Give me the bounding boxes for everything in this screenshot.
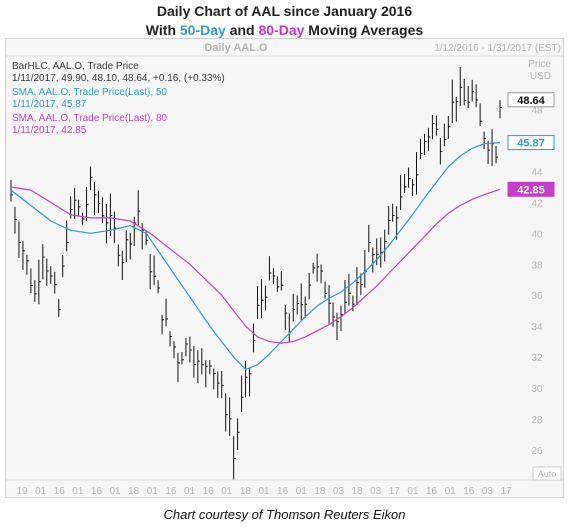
legend-entry-2-title: SMA, AAL.O, Trade Price(Last), 50 — [12, 87, 168, 98]
x-tick-label: 16 — [54, 486, 66, 497]
x-tick-label: 01 — [445, 486, 457, 497]
title-prefix: With — [145, 22, 180, 38]
x-tick-label: 01 — [35, 486, 47, 497]
x-tick-label: 01 — [72, 486, 84, 497]
x-tick-label: 03 — [482, 486, 494, 497]
legend-entry-3-value: 1/11/2017, 42.85 — [12, 125, 87, 136]
y-tick-label: 40 — [531, 229, 543, 240]
x-tick-label: 01 — [110, 486, 122, 497]
auto-scale-box — [532, 466, 562, 481]
price-tag-sma50-box — [507, 135, 555, 151]
y-tick-label: 38 — [531, 260, 543, 271]
x-tick-label: 16 — [463, 486, 475, 497]
x-tick-label: 18 — [314, 486, 326, 497]
legend-entry-1-value: 1/11/2017, 49.90, 48.10, 48.64, +0.16, (… — [12, 73, 225, 84]
title-50-day: 50-Day — [179, 22, 226, 38]
price-tag-sma50: 45.87 — [517, 138, 545, 150]
price-tag-last: 48.64 — [517, 95, 545, 107]
x-tick-label: 16 — [277, 486, 289, 497]
title-line-2: With 50-Day and 80-Day Moving Averages — [0, 21, 569, 40]
x-tick-label: 18 — [240, 486, 252, 497]
x-tick-label: 01 — [258, 486, 270, 497]
x-tick-label: 19 — [16, 486, 28, 497]
y-tick-label: 48 — [531, 106, 543, 117]
x-tick-label: 17 — [500, 486, 512, 497]
title-80-day: 80-Day — [258, 22, 305, 38]
chart-header-right: 1/12/2016 - 1/31/2017 (EST) — [434, 43, 561, 54]
chart-panel: Daily AAL.O 1/12/2016 - 1/31/2017 (EST) Pr… — [5, 38, 564, 498]
price-tag-last-box — [507, 92, 555, 108]
y-tick-label: 34 — [531, 322, 543, 333]
title-line-1: Daily Chart of AAL since January 2016 — [156, 3, 413, 19]
y-tick-label: 36 — [531, 291, 543, 302]
x-tick-label: 01 — [221, 486, 233, 497]
chart-header-left: Daily AAL.O — [204, 42, 268, 54]
x-tick-label: 16 — [165, 486, 177, 497]
axis-unit-line-1: Price — [528, 59, 551, 70]
x-tick-label: 18 — [128, 486, 140, 497]
y-tick-label: 42 — [531, 198, 543, 209]
x-tick-label: 03 — [333, 486, 345, 497]
title-suffix: Moving Averages — [304, 22, 424, 38]
chart-title: Daily Chart of AAL since January 2016 Wi… — [0, 2, 569, 40]
x-tick-label: 16 — [91, 486, 103, 497]
y-tick-label: 30 — [531, 384, 543, 395]
sma-80-line — [10, 186, 501, 344]
y-tick-label: 26 — [531, 446, 543, 457]
auto-scale-label: Auto — [538, 469, 557, 479]
chart-svg: Daily AAL.O 1/12/2016 - 1/31/2017 (EST) Pr… — [6, 42, 563, 497]
y-tick-label: 32 — [531, 353, 543, 364]
price-tag-sma80: 42.85 — [517, 184, 545, 196]
legend-entry-3-title: SMA, AAL.O, Trade Price(Last), 80 — [12, 113, 168, 124]
x-tick-label: 16 — [203, 486, 215, 497]
legend-entry-2-value: 1/11/2017, 45.87 — [12, 99, 87, 110]
axis-unit-line-2: USD — [530, 71, 551, 82]
title-mid: and — [225, 22, 259, 38]
x-tick-label: 16 — [426, 486, 438, 497]
x-tick-label: 01 — [184, 486, 196, 497]
x-tick-label: 18 — [352, 486, 364, 497]
y-tick-label: 44 — [531, 168, 543, 179]
chart-credit: Chart courtesy of Thomson Reuters Eikon — [163, 507, 406, 522]
legend-entry-1-title: BarHLC, AAL.O, Trade Price — [12, 61, 139, 72]
x-tick-label: 17 — [389, 486, 401, 497]
price-tag-sma80-box — [507, 181, 555, 197]
sma-50-line — [10, 142, 501, 371]
x-tick-label: 01 — [147, 486, 159, 497]
y-tick-label: 28 — [531, 415, 543, 426]
x-tick-label: 01 — [296, 486, 308, 497]
x-tick-label: 01 — [407, 486, 419, 497]
x-tick-label: 03 — [370, 486, 382, 497]
